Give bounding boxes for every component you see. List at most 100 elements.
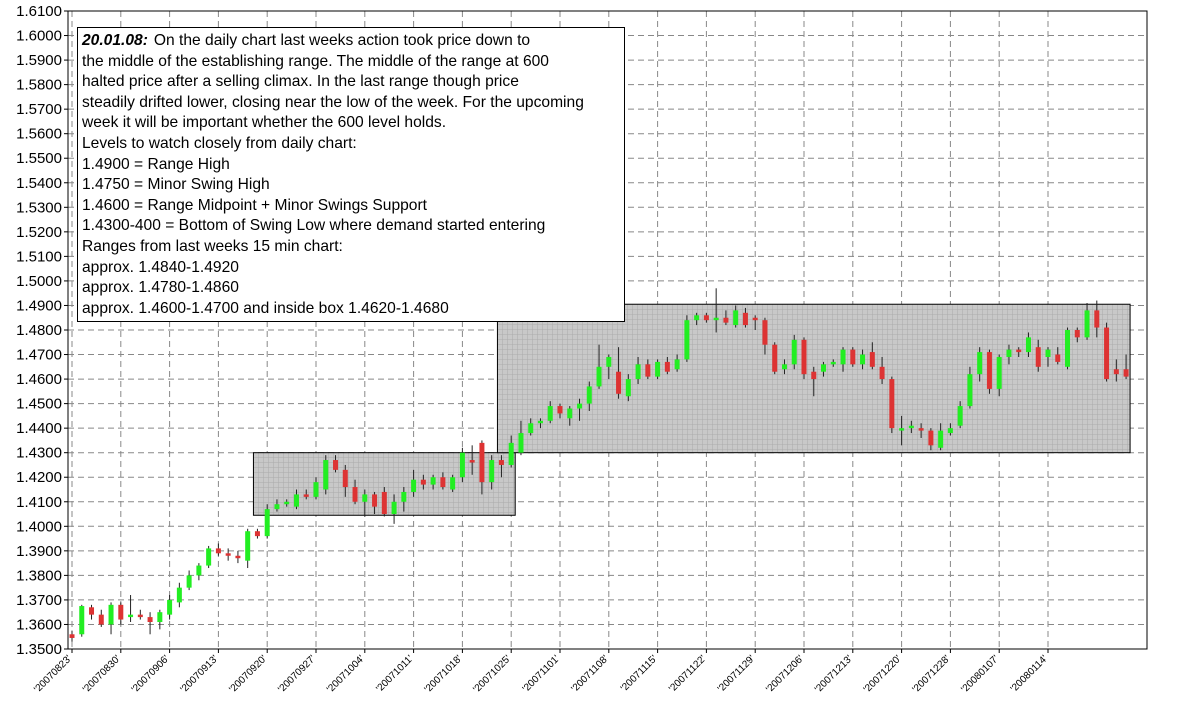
annotation-line: 1.4600 = Range Midpoint + Minor Swings S… <box>82 196 428 214</box>
y-tick-label: 1.5700 <box>16 101 62 118</box>
candle-body-bull <box>840 349 846 365</box>
y-tick-label: 1.3600 <box>16 616 62 633</box>
candle <box>801 337 807 380</box>
candle-body-bear <box>616 371 622 394</box>
candle-body-bear <box>469 460 475 463</box>
candle-body-bear <box>801 339 807 375</box>
candle-body-bear <box>98 614 104 625</box>
candle-body-bear <box>1123 369 1129 377</box>
x-tick-label: '20070920' <box>227 653 269 695</box>
candle <box>694 312 700 326</box>
candle-body-bull <box>908 425 914 429</box>
x-tick-label: '20071108' <box>570 653 611 694</box>
candle-body-bear <box>752 317 758 321</box>
y-axis: 1.3500 1.3600 1.3700 1.3800 1.3900 1.4000 1.41… <box>16 3 68 658</box>
candle-body-bull <box>821 364 827 372</box>
y-tick-label: 1.3700 <box>16 592 62 609</box>
x-tick-label: '20070906' <box>130 653 172 695</box>
y-tick-label: 1.5100 <box>16 248 62 265</box>
candle-body-bear <box>440 477 446 488</box>
candle-body-bear <box>1094 310 1100 328</box>
candle <box>89 604 95 620</box>
candle <box>577 398 583 421</box>
candle-body-bear <box>498 460 504 465</box>
candle <box>225 548 231 561</box>
candle <box>606 354 612 380</box>
candle-body-bull <box>537 420 543 424</box>
candle <box>557 403 563 419</box>
candle-body-bull <box>567 408 573 419</box>
candle <box>401 487 407 512</box>
candle <box>977 347 983 382</box>
candle <box>1074 327 1080 343</box>
candle-body-bull <box>430 477 436 485</box>
candle <box>908 420 914 434</box>
annotation-line: steadily drifted lower, closing near the… <box>82 93 584 111</box>
candle-body-bull <box>489 460 495 483</box>
candle-body-bull <box>108 604 114 625</box>
x-tick-label: '20071228' <box>911 653 953 695</box>
candle-body-bull <box>293 494 299 507</box>
candle-body-bull <box>860 354 866 365</box>
candle <box>98 609 104 627</box>
candle <box>713 288 719 333</box>
range-box-border <box>496 303 1131 454</box>
candle <box>616 347 622 399</box>
candle-body-bear <box>850 349 856 365</box>
candle-body-bull <box>313 482 319 497</box>
y-tick-label: 1.4300 <box>16 445 62 462</box>
candle <box>1006 344 1012 365</box>
annotation-line: approx. 1.4780-1.4860 <box>82 279 239 297</box>
candle-body-bull <box>459 452 465 478</box>
candle-body-bull <box>157 612 163 623</box>
x-tick-label: '20071122' <box>667 653 708 694</box>
candle-body-bull <box>577 403 583 409</box>
candle-body-bull <box>938 430 944 448</box>
x-tick-label: '20070823' <box>32 653 74 695</box>
y-tick-label: 1.5500 <box>16 150 62 167</box>
candle-body-bear <box>420 479 426 485</box>
y-tick-label: 1.6100 <box>16 3 62 20</box>
candle-body-bull <box>899 428 905 431</box>
candle <box>528 418 534 436</box>
y-tick-label: 1.5400 <box>16 175 62 192</box>
candle-body-bear <box>118 604 124 620</box>
candle <box>69 630 75 642</box>
x-tick-label: '20071101' <box>521 653 562 694</box>
candle-body-bull <box>957 406 963 426</box>
candle <box>303 489 309 500</box>
candle-body-bear <box>372 494 378 507</box>
annotation-date: 20.01.08: <box>82 32 148 49</box>
candle <box>830 359 836 367</box>
annotation-line: On the daily chart last weeks action too… <box>153 32 531 49</box>
candle <box>655 359 661 380</box>
candle <box>967 366 973 409</box>
candle <box>469 445 475 475</box>
candle <box>1045 347 1051 367</box>
y-tick-label: 1.4100 <box>16 494 62 511</box>
x-tick-label: '20071206' <box>764 653 806 695</box>
candle-body-bear <box>254 531 260 537</box>
candle-body-bear <box>664 361 670 372</box>
candle-body-bull <box>791 339 797 365</box>
candle-body-bull <box>186 575 192 588</box>
y-tick-label: 1.3900 <box>16 543 62 560</box>
candle <box>411 469 417 497</box>
candle-body-bull <box>508 442 514 465</box>
candle <box>137 609 143 620</box>
candle-body-bear <box>381 491 387 515</box>
candle-body-bear <box>225 553 231 556</box>
candle <box>352 479 358 505</box>
candle <box>489 455 495 490</box>
candle <box>450 474 456 492</box>
annotation-line: Ranges from last weeks 15 min chart: <box>82 237 343 255</box>
annotation-line: Levels to watch closely from daily chart… <box>82 134 357 152</box>
candle <box>176 582 182 608</box>
candles <box>69 288 1129 642</box>
candle-body-bull <box>323 460 329 490</box>
candle <box>1025 332 1031 357</box>
candle <box>723 310 729 326</box>
candle-body-bull <box>655 361 661 377</box>
candle-body-bull <box>362 494 368 502</box>
y-tick-label: 1.3500 <box>16 641 62 658</box>
